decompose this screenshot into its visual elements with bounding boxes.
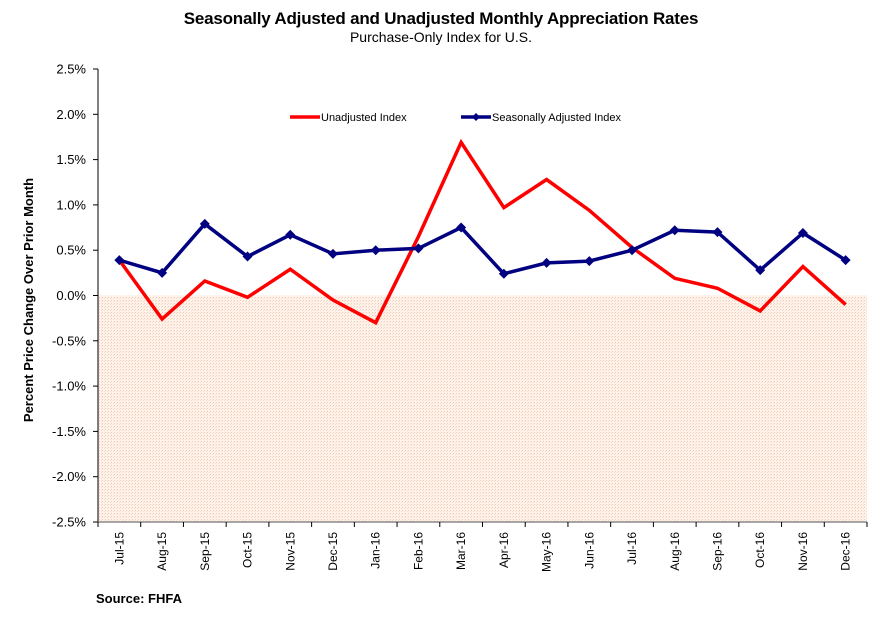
x-tick-label: Jul-15 (112, 532, 126, 565)
x-tick-label: Dec-16 (839, 532, 853, 571)
x-tick-label: Sep-16 (710, 532, 724, 571)
series-line (117, 138, 847, 326)
negative-region-shade (98, 295, 867, 522)
legend-item-unadjusted: Unadjusted Index (290, 112, 407, 124)
y-tick-label: -2.5% (52, 515, 86, 530)
data-point-marker (627, 245, 638, 256)
series-line (118, 221, 847, 276)
data-point-marker (370, 245, 381, 256)
data-point-marker (584, 256, 595, 267)
x-tick-label: Jul-16 (625, 532, 639, 565)
series-unadjusted (117, 138, 847, 326)
series-seasonally-adjusted (114, 218, 851, 279)
legend: Unadjusted Index Seasonally Adjusted Inde… (290, 112, 622, 124)
data-point-marker (840, 255, 851, 266)
y-axis-title: Percent Price Change Over Prior Month (21, 178, 36, 422)
y-tick-label: 2.5% (56, 62, 86, 77)
chart-subtitle: Purchase-Only Index for U.S. (349, 29, 533, 45)
legend-marker (472, 113, 480, 121)
data-point-marker (669, 225, 680, 236)
x-tick-label: Oct-16 (753, 532, 767, 568)
x-tick-label: Aug-16 (668, 532, 682, 571)
y-tick-label: -1.5% (52, 424, 86, 439)
data-point-marker (797, 227, 808, 238)
x-tick-label: Nov-15 (283, 532, 297, 571)
x-tick-label: Jan-16 (369, 532, 383, 569)
x-tick-label: Jun-16 (582, 532, 596, 569)
y-tick-label: 1.0% (56, 197, 86, 212)
data-point-marker (413, 243, 424, 254)
x-tick-label: Nov-16 (796, 532, 810, 571)
y-tick-label: 1.5% (56, 152, 86, 167)
data-point-marker (242, 251, 253, 262)
x-tick-label: Apr-16 (497, 532, 511, 568)
x-tick-label: Sep-15 (198, 532, 212, 571)
data-point-marker (755, 265, 766, 276)
data-point-marker (541, 257, 552, 268)
x-tick-label: Mar-16 (454, 532, 468, 570)
data-point-marker (114, 255, 125, 266)
y-tick-label: -2.0% (52, 469, 86, 484)
x-tick-label: Feb-16 (411, 532, 425, 570)
chart-title: Seasonally Adjusted and Unadjusted Month… (183, 9, 699, 28)
y-tick-label: -1.0% (52, 379, 86, 394)
legend-label: Unadjusted Index (321, 112, 407, 124)
legend-item-seasonally-adjusted: Seasonally Adjusted Index (461, 112, 622, 124)
data-point-marker (157, 267, 168, 278)
y-tick-label: 0.0% (56, 288, 86, 303)
data-point-marker (327, 248, 338, 259)
data-point-marker (498, 268, 509, 279)
data-point-marker (456, 222, 467, 233)
x-tick-label: Dec-15 (326, 532, 340, 571)
data-point-marker (712, 227, 723, 238)
data-point-marker (199, 218, 210, 229)
source-note: Source: FHFA (96, 591, 182, 606)
y-tick-label: -0.5% (52, 333, 86, 348)
y-tick-label: 2.0% (56, 107, 86, 122)
x-tick-label: Oct-15 (241, 532, 255, 568)
x-tick-label: May-16 (540, 532, 554, 572)
data-point-marker (285, 229, 296, 240)
y-tick-label: 0.5% (56, 243, 86, 258)
x-tick-label: Aug-15 (155, 532, 169, 571)
legend-label: Seasonally Adjusted Index (492, 112, 622, 124)
